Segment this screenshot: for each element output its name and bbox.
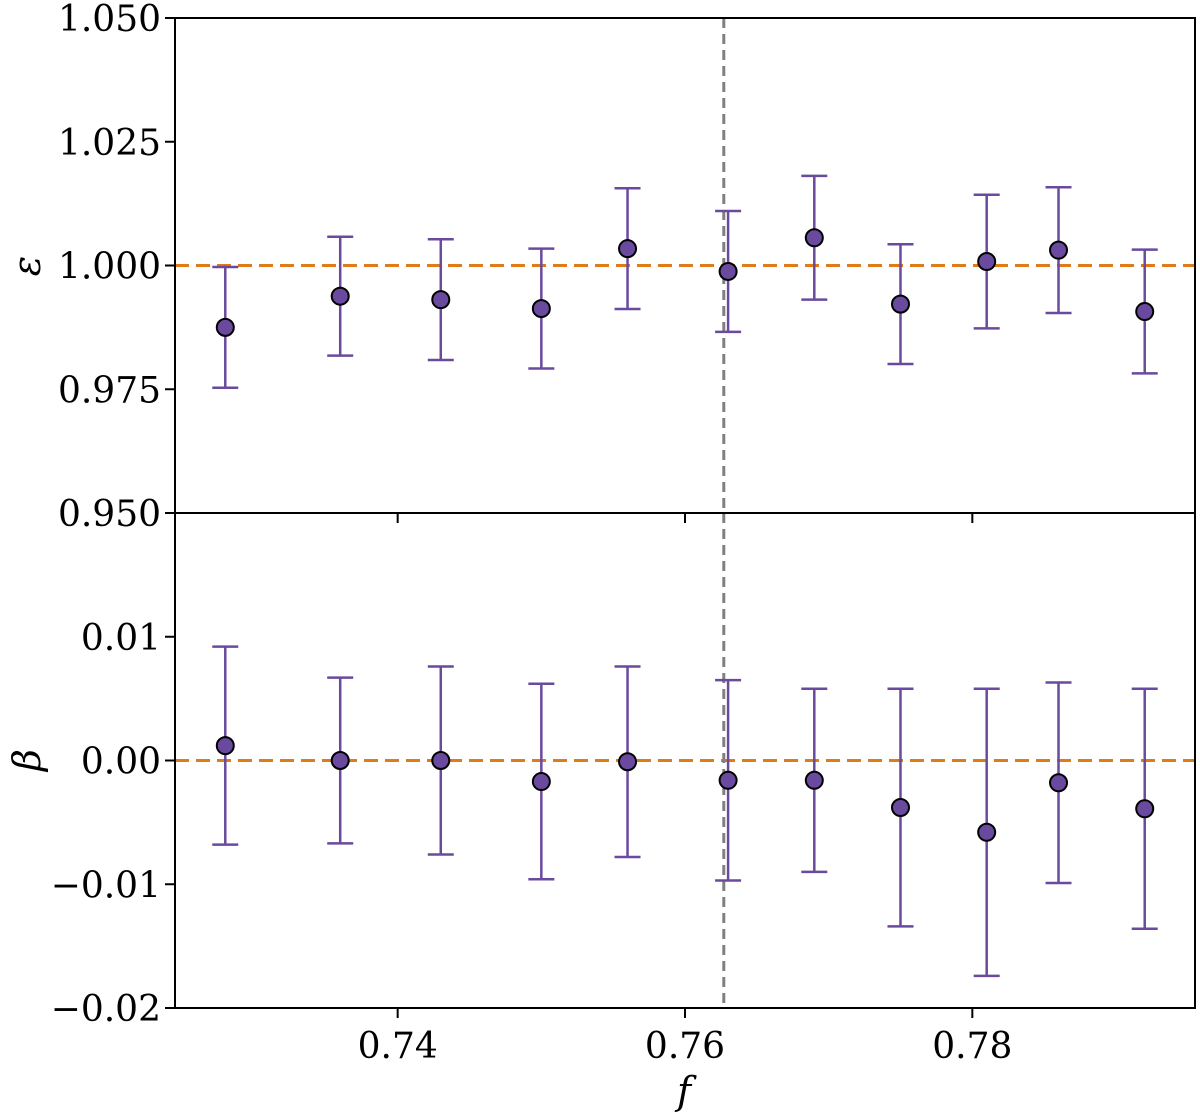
epsilon-ytick-label: 1.000 bbox=[58, 247, 161, 288]
beta-data-point bbox=[431, 751, 451, 770]
epsilon-ytick-label: 0.975 bbox=[58, 370, 161, 411]
epsilon-axis-label: ε bbox=[5, 256, 49, 276]
epsilon-panel: 0.950 0.975 1.000 1.025 1.050 bbox=[58, 0, 1196, 535]
epsilon-data-point bbox=[804, 228, 824, 248]
beta-frame bbox=[174, 512, 1196, 1009]
beta-axis-label: β bbox=[5, 749, 49, 773]
beta-xtick-label: 0.76 bbox=[645, 1026, 725, 1067]
beta-data-point bbox=[531, 772, 551, 792]
epsilon-data-point bbox=[531, 299, 551, 319]
epsilon-data-point bbox=[1049, 240, 1069, 260]
beta-xtick-label: 0.74 bbox=[358, 1026, 438, 1067]
epsilon-data-point bbox=[1135, 302, 1155, 322]
beta-ytick-label: 0.00 bbox=[81, 742, 161, 783]
epsilon-data-point bbox=[215, 317, 235, 337]
epsilon-ytick-label: 1.050 bbox=[58, 0, 161, 40]
beta-ytick-label: 0.01 bbox=[81, 618, 161, 659]
beta-ytick-label: −0.01 bbox=[51, 865, 161, 906]
epsilon-data-point bbox=[890, 294, 910, 314]
beta-ytick-label: −0.02 bbox=[51, 989, 161, 1030]
epsilon-data-point bbox=[718, 261, 738, 281]
epsilon-data-point bbox=[618, 239, 638, 259]
beta-data-point bbox=[718, 770, 738, 790]
epsilon-ytick-label: 1.025 bbox=[58, 123, 161, 164]
epsilon-ytick-label: 0.950 bbox=[58, 494, 161, 535]
beta-data-point bbox=[1135, 799, 1155, 819]
beta-data-point bbox=[215, 736, 235, 756]
beta-data-point bbox=[890, 798, 910, 818]
beta-data-point bbox=[330, 751, 350, 770]
epsilon-data-point bbox=[431, 290, 451, 310]
beta-data-point bbox=[618, 752, 638, 772]
beta-panel: −0.02 −0.01 0.00 0.01 0.74 0.76 0.78 bbox=[51, 512, 1196, 1067]
beta-data-point bbox=[1049, 773, 1069, 793]
epsilon-data-point bbox=[977, 252, 997, 272]
beta-xtick-label: 0.78 bbox=[932, 1026, 1012, 1067]
f-axis-label: f bbox=[674, 1069, 697, 1113]
beta-data-point bbox=[977, 822, 997, 842]
beta-data-point bbox=[804, 770, 824, 790]
epsilon-data-point bbox=[330, 286, 350, 306]
